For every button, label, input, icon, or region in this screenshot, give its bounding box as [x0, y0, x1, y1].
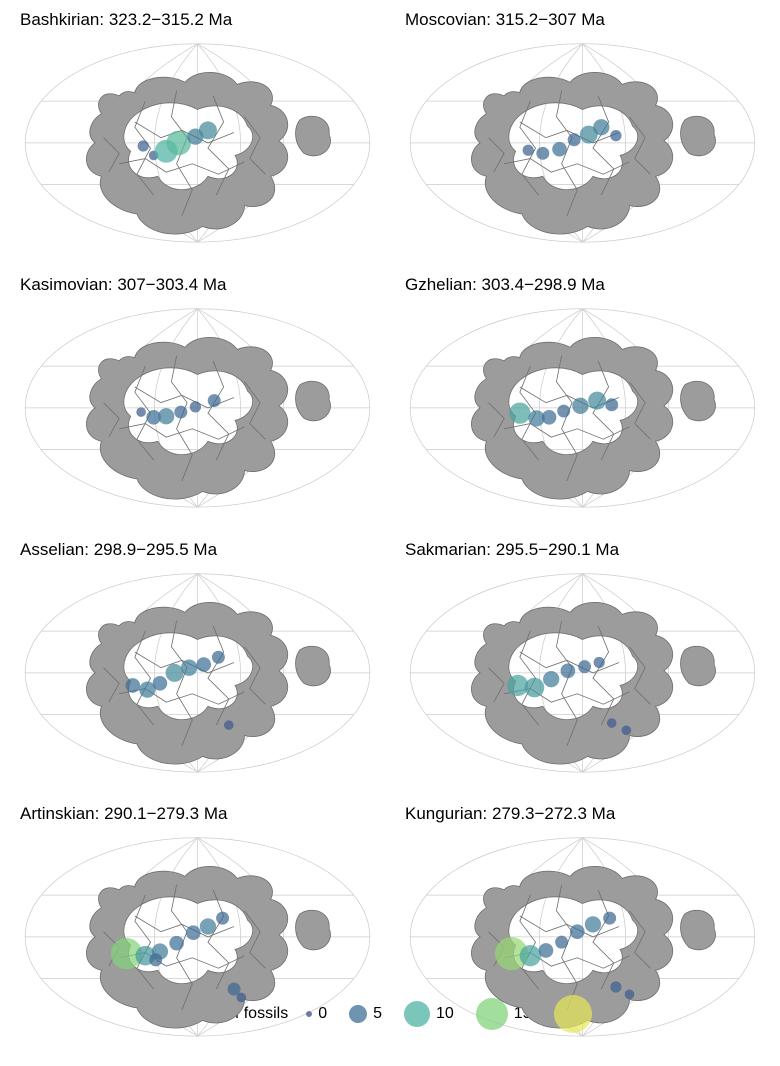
fossil-points [136, 394, 220, 424]
fossil-point [543, 671, 559, 687]
fossil-point [200, 919, 216, 935]
panel-title: Sakmarian: 295.5−290.1 Ma [405, 540, 760, 560]
map-panel: Artinskian: 290.1−279.3 Ma [20, 804, 375, 1044]
fossil-point [552, 142, 567, 157]
fossil-point [149, 954, 162, 967]
fossil-point [224, 720, 234, 730]
fossil-point [570, 925, 585, 940]
fossil-point [568, 133, 581, 146]
fossil-point [585, 917, 601, 933]
map-panel: Sakmarian: 295.5−290.1 Ma [405, 540, 760, 780]
fossil-point [237, 993, 247, 1003]
fossil-point [588, 391, 606, 409]
paleomap [405, 36, 760, 250]
fossil-point [605, 398, 618, 411]
panel-title: Asselian: 298.9−295.5 Ma [20, 540, 375, 560]
fossil-point [610, 982, 621, 993]
panel-title: Bashkirian: 323.2−315.2 Ma [20, 10, 375, 30]
fossil-point [603, 912, 616, 925]
map-panel: Bashkirian: 323.2−315.2 Ma [20, 10, 375, 250]
panel-title: Kasimovian: 307−303.4 Ma [20, 275, 375, 295]
fossil-point [622, 725, 632, 735]
legend-dot [349, 1005, 367, 1023]
fossil-point [208, 394, 221, 407]
fossil-point [578, 660, 591, 673]
fossil-point [542, 410, 557, 425]
fossil-point [169, 936, 184, 951]
fossil-point [190, 401, 201, 412]
fossil-point [166, 131, 191, 156]
fossil-point [216, 912, 229, 925]
fossil-point [561, 663, 576, 678]
paleomap [20, 301, 375, 515]
fossil-point [523, 145, 534, 156]
legend-dot [476, 998, 508, 1030]
fossil-point [153, 676, 168, 691]
map-panel: Gzhelian: 303.4−298.9 Ma [405, 275, 760, 515]
fossil-point [607, 718, 617, 728]
fossil-point [138, 140, 149, 151]
fossil-point [536, 147, 549, 160]
fossil-point [610, 130, 621, 141]
fossil-points [138, 121, 217, 162]
panel-title: Artinskian: 290.1−279.3 Ma [20, 804, 375, 824]
fossil-point [174, 405, 187, 418]
fossil-point [158, 408, 174, 424]
fossil-point [166, 664, 184, 682]
paleomap [20, 830, 375, 1044]
map-panel: Kasimovian: 307−303.4 Ma [20, 275, 375, 515]
fossil-point [557, 404, 570, 417]
fossil-point [555, 936, 568, 949]
fossil-point [594, 656, 605, 667]
panel-title: Gzhelian: 303.4−298.9 Ma [405, 275, 760, 295]
panel-title: Moscovian: 315.2−307 Ma [405, 10, 760, 30]
fossil-point [186, 926, 201, 941]
fossil-point [520, 945, 541, 966]
fossil-point [525, 677, 545, 697]
fossil-point [509, 402, 530, 423]
fossil-point [625, 990, 635, 1000]
paleomap [405, 301, 760, 515]
paleomap [20, 566, 375, 780]
map-panel: Asselian: 298.9−295.5 Ma [20, 540, 375, 780]
panel-title: Kungurian: 279.3−272.3 Ma [405, 804, 760, 824]
fossil-point [572, 397, 588, 413]
fossil-point [212, 650, 225, 663]
map-panel: Moscovian: 315.2−307 Ma [405, 10, 760, 250]
fossil-point [181, 659, 197, 675]
fossil-point [539, 944, 554, 959]
fossil-point [593, 119, 609, 135]
legend-dot [404, 1001, 430, 1027]
fossil-point [199, 121, 217, 139]
legend-dot [554, 995, 592, 1033]
paleomap [20, 36, 375, 250]
fossil-point [125, 678, 140, 693]
fossil-point [196, 657, 211, 672]
fossil-points [523, 119, 622, 160]
paleomap [405, 566, 760, 780]
fossil-point [136, 407, 146, 417]
